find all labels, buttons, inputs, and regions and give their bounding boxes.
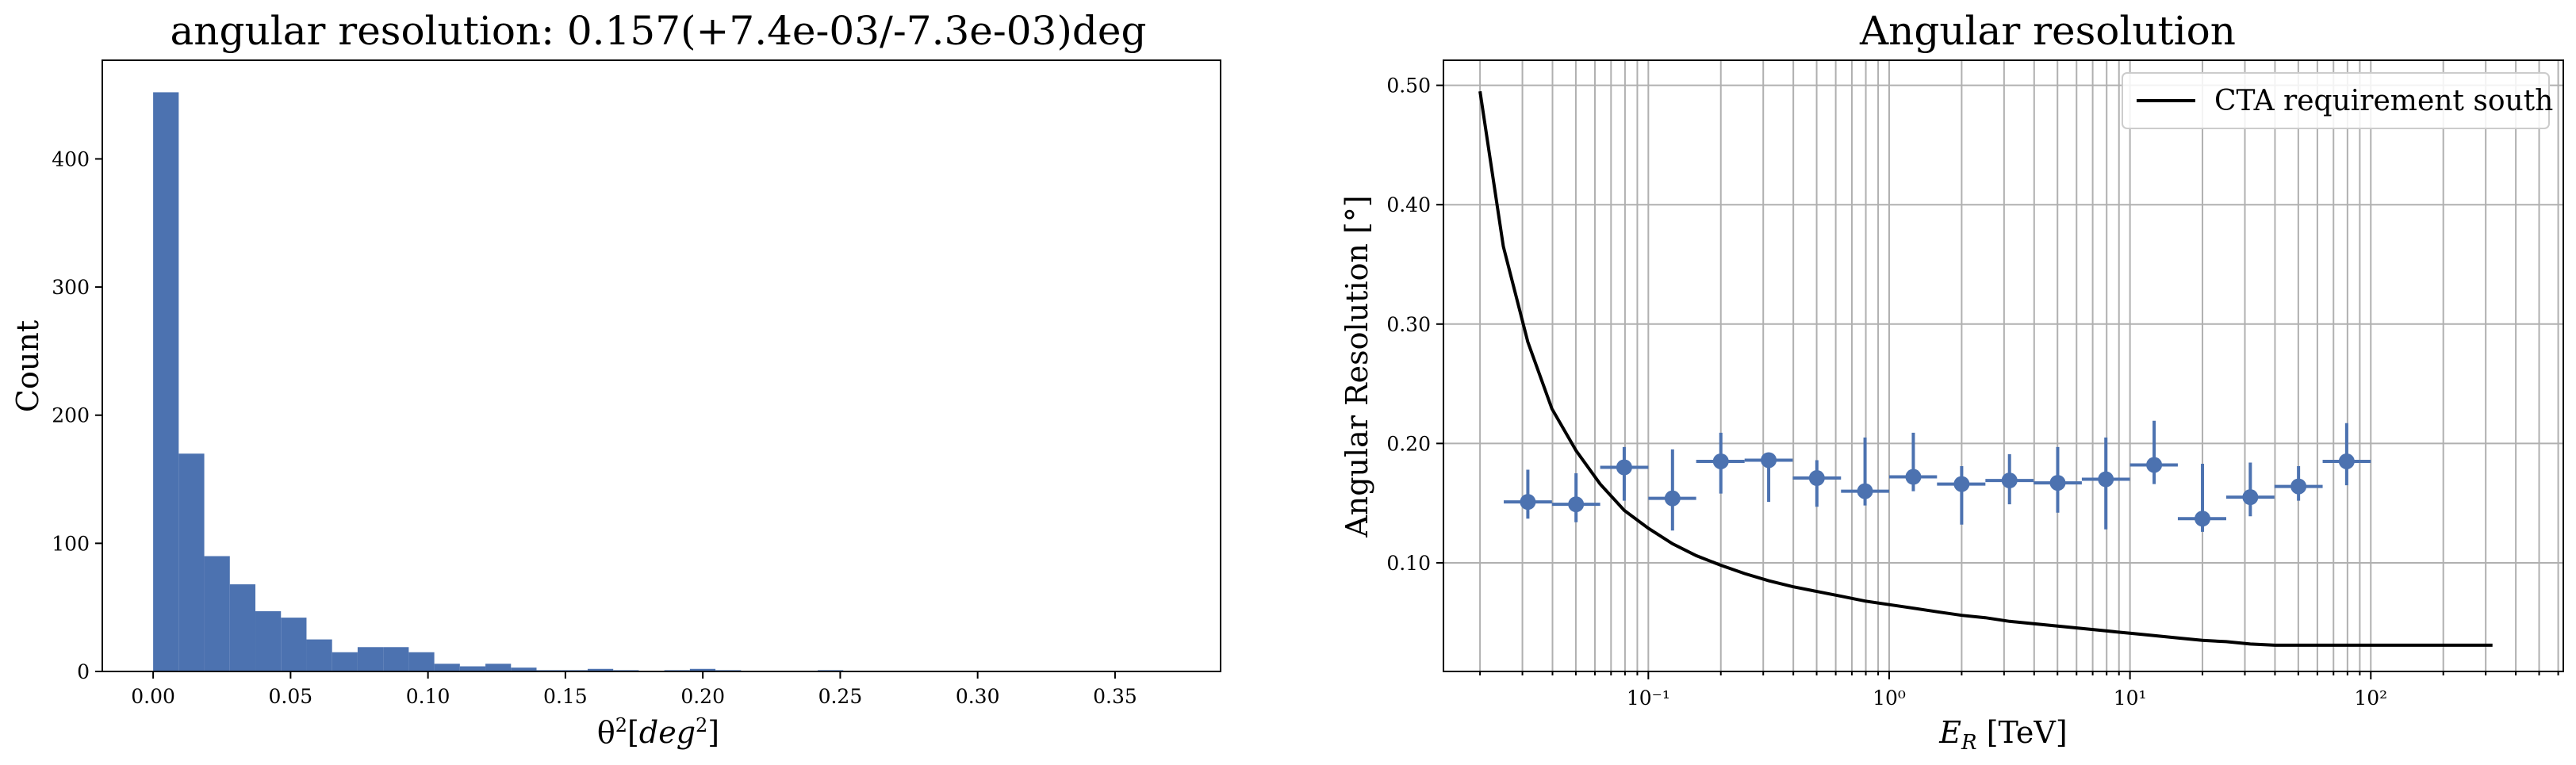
x-tick-label: 0.35	[1093, 685, 1137, 708]
histogram-bar	[204, 556, 230, 671]
right-y-axis-label: Angular Resolution [°]	[1340, 195, 1374, 537]
left-chart: angular resolution: 0.157(+7.4e-03/-7.3e…	[10, 8, 1221, 750]
data-point	[1761, 452, 1777, 469]
right-chart-title: Angular resolution	[1859, 8, 2236, 54]
left-x-axis-label: θ2[deg2]	[597, 714, 719, 750]
legend: CTA requirement south	[2122, 72, 2553, 129]
histogram-bar	[306, 639, 332, 671]
x-tick-label: 0.20	[680, 685, 725, 708]
y-tick-label: 200	[52, 404, 90, 427]
x-tick-label: 0.30	[956, 685, 1000, 708]
data-point	[1616, 459, 1632, 476]
data-point	[2195, 511, 2211, 527]
histogram-bar	[434, 664, 460, 671]
data-point	[2049, 475, 2066, 492]
histogram-bar	[383, 647, 409, 671]
y-tick-label: 0.40	[1386, 193, 1431, 216]
x-tick-label: 0.00	[131, 685, 175, 708]
left-plot-frame	[102, 59, 1221, 672]
right-requirement-series	[1478, 90, 2493, 647]
histogram-bar	[229, 584, 256, 671]
left-chart-title: angular resolution: 0.157(+7.4e-03/-7.3e…	[170, 8, 1146, 54]
data-point	[2338, 453, 2355, 469]
right-chart: Angular resolution 10⁻¹ 10⁰ 10¹ 10² 0.10 0.2…	[1340, 8, 2564, 755]
x-tick-label: 10⁻¹	[1627, 687, 1670, 710]
legend-label: CTA requirement south	[2214, 85, 2553, 117]
legend-box	[2122, 72, 2550, 129]
y-tick-label: 0.30	[1386, 313, 1431, 336]
x-tick-label: 10²	[2354, 687, 2387, 710]
y-tick-label: 300	[52, 276, 90, 299]
right-x-axis-label: ER [TeV]	[1938, 715, 2067, 755]
y-tick-label: 0	[77, 660, 90, 683]
left-y-ticks: 0 100 200 300 400	[52, 147, 102, 683]
data-point	[2242, 489, 2259, 506]
histogram-bar	[332, 652, 358, 671]
data-point	[1520, 494, 1536, 511]
histogram-bar	[459, 666, 486, 671]
data-point	[2290, 478, 2307, 495]
histogram-bar	[255, 611, 282, 671]
data-point	[1808, 470, 1825, 487]
data-point	[1568, 496, 1585, 513]
right-plot-frame	[1443, 59, 2564, 672]
x-tick-label: 10¹	[2114, 687, 2147, 710]
histogram-bar	[281, 618, 307, 671]
x-tick-label: 0.05	[269, 685, 313, 708]
right-x-ticks: 10⁻¹ 10⁰ 10¹ 10²	[1479, 671, 2559, 710]
histogram-bar	[587, 668, 614, 671]
histogram-bar	[485, 664, 512, 671]
right-resolution-points	[1504, 420, 2371, 532]
x-tick-label: 0.15	[543, 685, 588, 708]
left-y-axis-label: Count	[10, 320, 45, 412]
x-tick-label: 10⁰	[1873, 687, 1906, 710]
data-point	[1953, 476, 1970, 492]
data-point	[2098, 471, 2114, 488]
histogram-bar	[357, 647, 384, 671]
requirement-line	[1478, 90, 2493, 647]
right-grid	[1443, 60, 2563, 671]
data-point	[1664, 490, 1681, 507]
histogram-bar	[153, 92, 179, 671]
data-point	[2001, 472, 2018, 489]
histogram-bar	[178, 453, 205, 671]
x-tick-label: 0.25	[818, 685, 863, 708]
data-point	[1712, 453, 1729, 469]
data-point	[2146, 457, 2163, 473]
left-histogram-bars	[153, 92, 844, 671]
right-y-ticks: 0.10 0.20 0.30 0.40 0.50	[1386, 75, 1443, 575]
data-point	[1905, 469, 1922, 485]
y-tick-label: 0.10	[1386, 552, 1431, 575]
y-tick-label: 100	[52, 532, 90, 555]
y-tick-label: 0.50	[1386, 75, 1431, 98]
data-point	[1857, 483, 1873, 499]
histogram-bar	[511, 667, 537, 671]
y-tick-label: 400	[52, 147, 90, 170]
left-x-ticks: 0.00 0.05 0.10 0.15 0.20 0.25 0.30 0.35	[131, 671, 1137, 708]
histogram-bar	[408, 652, 435, 671]
y-tick-label: 0.20	[1386, 432, 1431, 455]
x-tick-label: 0.10	[406, 685, 450, 708]
histogram-bar	[689, 668, 716, 671]
